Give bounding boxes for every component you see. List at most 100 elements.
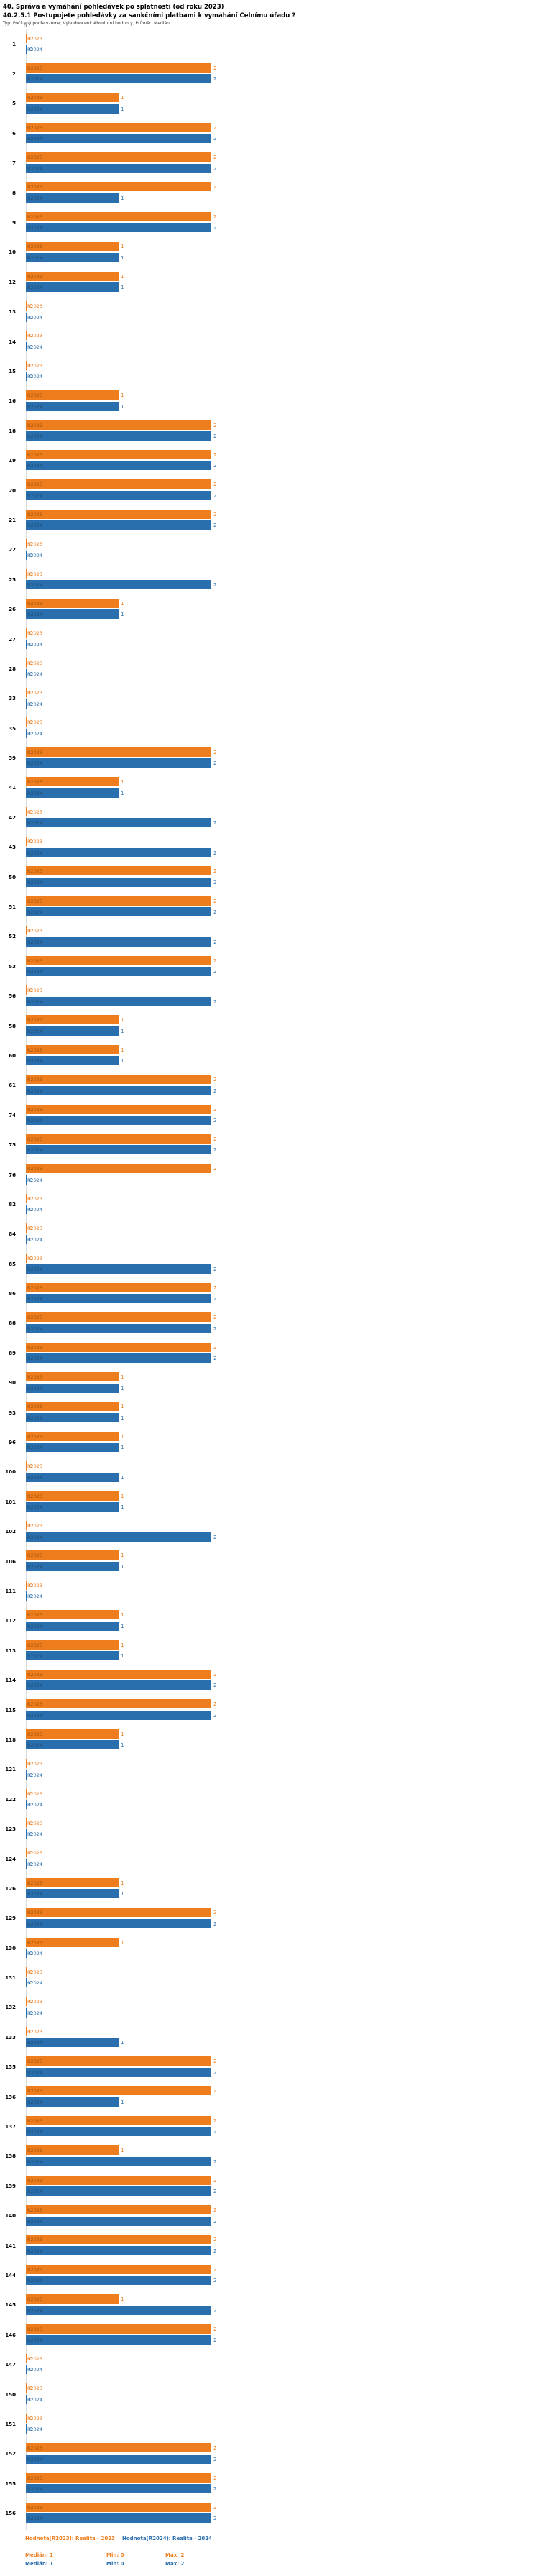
- org-number: 74: [9, 1112, 16, 1118]
- bar-row-r2023: R2023 2: [26, 2443, 539, 2453]
- bar-row-r2023: R2023 1: [26, 242, 539, 252]
- org-number: 106: [5, 1558, 16, 1565]
- bar-series-label: R2024: [27, 1325, 43, 1332]
- bar-value-label: 0: [29, 1861, 33, 1867]
- bar-row-r2024: R2024 2: [26, 2484, 539, 2494]
- bar-value-label: 1: [121, 600, 124, 607]
- bar-value-label: 2: [213, 1166, 217, 1172]
- bar-row-r2023: R2023 1: [26, 2145, 539, 2156]
- bar-series-label: R2023: [27, 1493, 43, 1499]
- bar-r2024: [26, 2305, 211, 2315]
- org-number: 129: [5, 1915, 16, 1922]
- org-number: 8: [12, 190, 16, 196]
- bar-r2023: [26, 63, 211, 73]
- org-row: 53 R2023 2 R2024 2: [0, 952, 539, 981]
- bar-row-r2024: R2024 2: [26, 818, 539, 828]
- bar-r2023: [26, 777, 119, 787]
- bar-series-label: R2023: [27, 2266, 43, 2273]
- bar-value-label: 0: [29, 374, 33, 380]
- bar-r2023: [26, 331, 27, 341]
- bar-value-label: 1: [121, 2296, 124, 2303]
- bar-row-r2023: R2023 2: [26, 2502, 539, 2512]
- bar-row-r2024: R2024 0: [26, 1591, 539, 1601]
- bar-row-r2024: R2024 1: [26, 1412, 539, 1422]
- bar-row-r2023: R2023 2: [26, 2205, 539, 2215]
- bar-series-label: R2023: [27, 65, 43, 71]
- bar-series-label: R2024: [27, 1236, 43, 1243]
- bar-row-r2024: R2024 2: [26, 223, 539, 233]
- bar-series-label: R2024: [27, 2129, 43, 2135]
- bar-value-label: 2: [213, 2189, 217, 2195]
- bar-value-label: 0: [29, 1969, 33, 1975]
- bar-series-label: R2024: [27, 314, 43, 321]
- bar-r2023: [26, 1491, 119, 1501]
- bar-r2023: [26, 2235, 211, 2245]
- bar-r2024: [26, 1353, 211, 1363]
- x-axis-origin-tick: 0: [24, 23, 27, 29]
- bar-series-label: R2024: [27, 47, 43, 52]
- bar-value-label: 0: [29, 344, 33, 350]
- bar-series-label: R2023: [27, 779, 43, 786]
- org-row: 102 R2023 0 R2024 2: [0, 1517, 539, 1547]
- bar-row-r2023: R2023 2: [26, 955, 539, 965]
- bar-series-label: R2023: [27, 1642, 43, 1648]
- bar-r2024: [26, 2245, 211, 2255]
- bar-r2024: [26, 1710, 211, 1720]
- bar-row-r2024: R2024 0: [26, 1770, 539, 1780]
- bar-r2023: [26, 301, 27, 311]
- bar-r2024: [26, 847, 211, 857]
- bar-row-r2023: R2023 2: [26, 747, 539, 757]
- bar-series-label: R2024: [27, 2278, 43, 2284]
- org-number: 137: [5, 2124, 16, 2130]
- bar-series-label: R2024: [27, 2010, 43, 2016]
- bar-series-label: R2024: [27, 2069, 43, 2076]
- org-number: 151: [5, 2421, 16, 2427]
- bar-row-r2024: R2024 2: [26, 461, 539, 471]
- org-number: 84: [9, 1231, 16, 1238]
- bar-r2023: [26, 688, 27, 698]
- bar-row-r2024: R2024 2: [26, 2127, 539, 2137]
- org-row: 131 R2023 0 R2024 0: [0, 1963, 539, 1992]
- bar-series-label: R2023: [27, 1195, 43, 1202]
- org-number: 111: [5, 1588, 16, 1594]
- org-number: 100: [5, 1469, 16, 1476]
- bar-r2024: [26, 1591, 27, 1601]
- bar-row-r2024: R2024 1: [26, 1651, 539, 1661]
- bar-value-label: 0: [29, 541, 33, 548]
- org-number: 39: [9, 755, 16, 762]
- bar-r2023: [26, 93, 119, 103]
- org-row: 22 R2023 0 R2024 0: [0, 535, 539, 565]
- bar-series-label: R2023: [27, 1880, 43, 1886]
- org-number: 124: [5, 1856, 16, 1862]
- bar-r2023: [26, 122, 211, 132]
- bar-r2023: [26, 539, 27, 549]
- bar-value-label: 2: [213, 749, 217, 755]
- bar-series-label: R2024: [27, 1207, 43, 1213]
- org-number: 16: [9, 398, 16, 405]
- bar-row-r2023: R2023 2: [26, 420, 539, 430]
- bar-series-label: R2023: [27, 1523, 43, 1530]
- bar-row-r2024: R2024 0: [26, 372, 539, 382]
- bar-r2023: [26, 955, 211, 965]
- org-number: 140: [5, 2213, 16, 2220]
- bar-r2023: [26, 2413, 27, 2423]
- median-2024: Medián: 1: [25, 2561, 53, 2567]
- bar-series-label: R2024: [27, 1920, 43, 1927]
- bar-value-label: 0: [29, 701, 33, 707]
- bar-r2023: [26, 2175, 211, 2185]
- bar-r2024: [26, 699, 27, 709]
- bar-r2024: [26, 758, 211, 768]
- bar-r2023: [26, 598, 119, 608]
- bar-r2024: [26, 223, 211, 233]
- bar-row-r2024: R2024 0: [26, 1829, 539, 1839]
- bar-row-r2023: R2023 2: [26, 211, 539, 221]
- bar-series-label: R2023: [27, 2117, 43, 2124]
- bar-series-label: R2024: [27, 2337, 43, 2344]
- bar-value-label: 0: [29, 671, 33, 678]
- bar-row-r2024: R2024 2: [26, 847, 539, 857]
- bar-r2024: [26, 2156, 211, 2166]
- bar-value-label: 2: [213, 2117, 217, 2124]
- bar-value-label: 0: [29, 988, 33, 993]
- org-row: 16 R2023 1 R2024 1: [0, 387, 539, 416]
- bar-r2024: [26, 1770, 27, 1780]
